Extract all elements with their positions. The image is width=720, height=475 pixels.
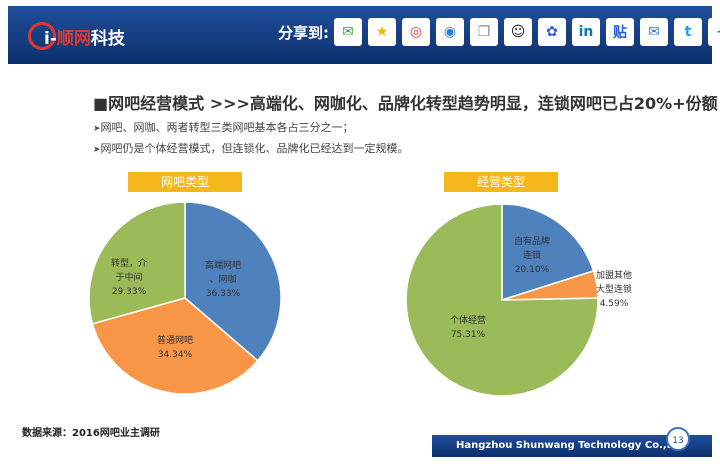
tieba-icon[interactable]: 贴 xyxy=(606,18,634,46)
wechat-icon[interactable]: ✉ xyxy=(334,18,362,46)
copy-icon[interactable]: ❐ xyxy=(470,18,498,46)
email-icon[interactable]: ✉ xyxy=(640,18,668,46)
pie-0-label-1: 普通网吧 34.34% xyxy=(157,334,193,360)
pie-1-label-1: 加盟其他大型连锁 4.59% xyxy=(596,269,632,309)
tencent-weibo-icon[interactable]: ◉ xyxy=(436,18,464,46)
logo-icon xyxy=(28,22,56,50)
twitter-icon[interactable]: t xyxy=(674,18,702,46)
footer-bar: Hangzhou Shunwang Technology Co.,Ltd xyxy=(432,435,712,457)
pie-1-label-2: 个体经营 75.31% xyxy=(450,314,486,340)
pie-0-slice-1 xyxy=(91,297,259,395)
logo-suffix: 科技 xyxy=(90,29,125,49)
linkedin-icon[interactable]: in xyxy=(572,18,600,46)
pie-1-slice-2 xyxy=(405,203,599,397)
chart-title-operation: 经营类型 xyxy=(444,172,558,192)
more-icon[interactable]: + xyxy=(708,18,720,46)
bullet-list: 网吧、网咖、两者转型三类网吧基本各占三分之一； 网吧仍是个体经营模式，但连锁化、… xyxy=(93,118,409,160)
pie-0-label-2: 转型，介于中间 29.33% xyxy=(111,257,147,297)
pie-0-label-0: 高端网吧、网咖 36.33% xyxy=(205,259,241,299)
bullet-item: 网吧、网咖、两者转型三类网吧基本各占三分之一； xyxy=(93,118,409,139)
pie-0-slice-2 xyxy=(88,201,186,325)
page-number: 13 xyxy=(666,427,690,451)
logo-brand: 顺网 xyxy=(56,29,91,49)
pie-1-label-0: 自有品牌连锁 20.10% xyxy=(514,235,550,275)
logo: i-顺网科技 xyxy=(44,24,125,49)
share-label: 分享到: xyxy=(278,24,329,42)
qq-icon[interactable]: ☺ xyxy=(504,18,532,46)
chart-title-type: 网吧类型 xyxy=(128,172,242,192)
share-icons: ✉★◎◉❐☺✿in贴✉t+ xyxy=(334,18,720,46)
header-banner: i-顺网科技 分享到: ✉★◎◉❐☺✿in贴✉t+ xyxy=(8,6,720,64)
pie-0-slice-0 xyxy=(184,201,282,362)
pie-1-slice-0 xyxy=(501,203,595,302)
qzone-icon[interactable]: ★ xyxy=(368,18,396,46)
bullet-item: 网吧仍是个体经营模式，但连锁化、品牌化已经达到一定规模。 xyxy=(93,139,409,160)
page-title: ■网吧经营模式 >>>高端化、网咖化、品牌化转型趋势明显，连锁网吧已占20%+份… xyxy=(93,94,718,113)
logo-prefix: i- xyxy=(44,29,57,49)
weibo-icon[interactable]: ◎ xyxy=(402,18,430,46)
baidu-icon[interactable]: ✿ xyxy=(538,18,566,46)
data-source: 数据来源：2016网吧业主调研 xyxy=(22,428,160,439)
